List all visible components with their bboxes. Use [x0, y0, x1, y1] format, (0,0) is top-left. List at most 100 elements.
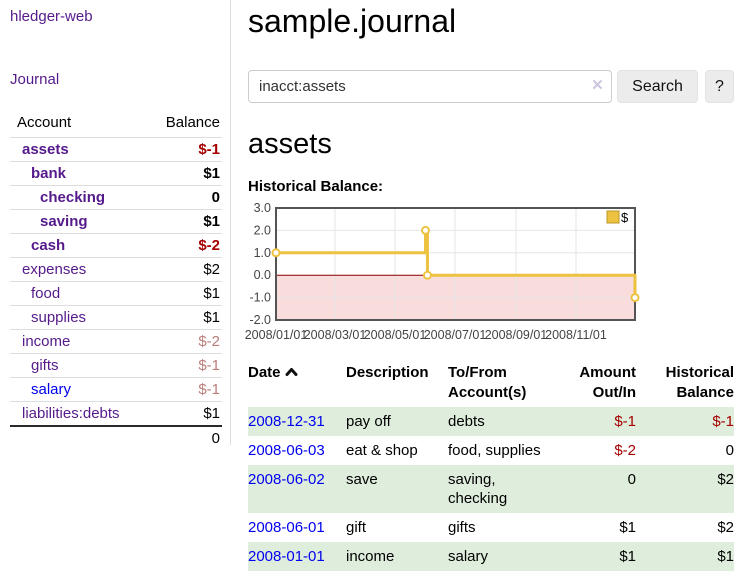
account-link-checking[interactable]: checking	[40, 189, 106, 206]
account-balance: $1	[144, 209, 222, 234]
register-table: Date Description To/From Account(s) Amount Ou…	[248, 361, 734, 571]
account-link-saving[interactable]: saving	[40, 213, 88, 230]
svg-text:-2.0: -2.0	[249, 313, 271, 327]
register-table-header: Date Description To/From Account(s) Amount Ou…	[248, 361, 734, 407]
account-balance: $1	[144, 281, 222, 306]
accounts-total-value: 0	[144, 425, 222, 450]
account-balance: 0	[144, 185, 222, 210]
transaction-balance: 0	[725, 442, 734, 459]
accounts-table: Account Balance assets $-1 bank $1 checking 0…	[10, 110, 222, 450]
account-balance: $1	[144, 161, 222, 186]
balance-chart-svg: $3.0 2.0 1.0 0.0 -1.0 -2.02008/01/012008/03/0…	[245, 201, 640, 342]
historical-balance-chart: $3.0 2.0 1.0 0.0 -1.0 -2.0 2008/01/01 2008/03/0…	[240, 199, 640, 347]
account-link-bank[interactable]: bank	[31, 165, 67, 182]
help-button[interactable]: ?	[705, 70, 734, 103]
account-row: bank $1	[10, 161, 222, 186]
transaction-amount: $1	[619, 548, 636, 565]
transaction-balance: $2	[717, 519, 734, 536]
account-balance: $-1	[144, 353, 222, 378]
account-balance: $-2	[144, 233, 222, 258]
app-title-link[interactable]: hledger-web	[10, 8, 93, 25]
account-row: assets $-1	[10, 137, 222, 162]
account-link-supplies[interactable]: supplies	[31, 309, 87, 326]
account-row: checking 0	[10, 185, 222, 210]
account-link-gifts[interactable]: gifts	[31, 357, 59, 374]
search-form: × Search ?	[248, 70, 734, 103]
account-link-assets[interactable]: assets	[22, 141, 69, 158]
register-row: 2008-12-31 pay off debts $-1 $-1	[248, 407, 734, 436]
data-point	[422, 270, 432, 280]
sidebar-item-journal[interactable]: Journal	[10, 71, 60, 88]
transaction-description: save	[346, 471, 378, 488]
accounts-table-header: Account Balance	[10, 110, 222, 138]
register-row: 2008-06-01 gift gifts $1 $2	[248, 513, 734, 542]
search-clear-icon[interactable]: ×	[591, 75, 603, 96]
transaction-date-link[interactable]: 2008-01-01	[248, 548, 325, 565]
svg-text:2008/05/01: 2008/05/01	[364, 328, 427, 342]
accounts-header-account: Account	[17, 114, 72, 131]
account-row: income $-2	[10, 329, 222, 354]
account-row: gifts $-1	[10, 353, 222, 378]
account-row: cash $-2	[10, 233, 222, 258]
register-header-historical-balance: Historical Balance	[665, 364, 734, 401]
svg-text:2008/07/01: 2008/07/01	[424, 328, 487, 342]
page-title: sample.journal	[248, 3, 457, 39]
transaction-accounts: saving, checking	[448, 471, 508, 507]
account-balance: $2	[144, 257, 222, 282]
register-header-date[interactable]: Date	[248, 361, 346, 407]
main-content: sample.journal × Search ? assets Histori…	[245, 0, 734, 571]
data-point	[421, 225, 431, 235]
search-input[interactable]	[248, 70, 612, 103]
account-row: supplies $1	[10, 305, 222, 330]
register-header-amount-out-in: Amount Out/In	[579, 364, 636, 401]
transaction-date-link[interactable]: 2008-06-01	[248, 519, 325, 536]
svg-text:2.0: 2.0	[254, 223, 271, 237]
chart-title: Historical Balance:	[248, 178, 384, 195]
accounts-total-row: 0	[10, 425, 222, 450]
transaction-amount: $-1	[614, 413, 636, 430]
account-row: salary $-1	[10, 377, 222, 402]
transaction-date-link[interactable]: 2008-06-03	[248, 442, 325, 459]
svg-text:-1.0: -1.0	[249, 291, 271, 305]
sidebar: hledger-web Journal Account Balance asse…	[0, 0, 231, 450]
account-balance: $1	[144, 305, 222, 330]
account-row: saving $1	[10, 209, 222, 234]
transaction-date-link[interactable]: 2008-06-02	[248, 471, 325, 488]
svg-text:2008/01/01: 2008/01/01	[245, 328, 308, 342]
transaction-accounts: food, supplies	[448, 442, 541, 459]
account-link-liabilities-debts[interactable]: liabilities:debts	[22, 405, 120, 422]
svg-text:1.0: 1.0	[254, 246, 271, 260]
transaction-amount: $-2	[614, 442, 636, 459]
transaction-description: gift	[346, 519, 367, 536]
account-row: expenses $2	[10, 257, 222, 282]
search-button[interactable]: Search	[617, 70, 698, 103]
transaction-accounts: gifts	[448, 519, 476, 536]
register-row: 2008-06-02 save saving, checking 0 $2	[248, 465, 734, 513]
register-row: 2008-01-01 income salary $1 $1	[248, 542, 734, 571]
account-link-income[interactable]: income	[22, 333, 71, 350]
accounts-header-balance: Balance	[165, 114, 220, 131]
data-point	[630, 293, 640, 303]
sort-asc-icon	[285, 368, 298, 376]
transaction-date-link[interactable]: 2008-12-31	[248, 413, 325, 430]
svg-text:0.0: 0.0	[254, 268, 271, 282]
account-row: food $1	[10, 281, 222, 306]
transaction-amount: 0	[627, 471, 636, 488]
data-point	[271, 248, 281, 258]
transaction-accounts: salary	[448, 548, 489, 565]
account-link-food[interactable]: food	[31, 285, 61, 302]
account-link-cash[interactable]: cash	[31, 237, 66, 254]
account-link-salary[interactable]: salary	[31, 381, 72, 398]
transaction-balance: $-1	[712, 413, 734, 430]
legend-swatch	[606, 210, 620, 224]
transaction-balance: $2	[717, 471, 734, 488]
account-balance: $-2	[144, 329, 222, 354]
transaction-amount: $1	[619, 519, 636, 536]
transaction-description: income	[346, 548, 395, 565]
svg-text:3.0: 3.0	[254, 201, 271, 215]
register-header-to-from-account-s-: To/From Account(s)	[448, 364, 527, 401]
account-link-expenses[interactable]: expenses	[22, 261, 87, 278]
register-header-description: Description	[346, 364, 429, 381]
svg-text:2008/09/01: 2008/09/01	[485, 328, 548, 342]
transaction-accounts: debts	[448, 413, 485, 430]
